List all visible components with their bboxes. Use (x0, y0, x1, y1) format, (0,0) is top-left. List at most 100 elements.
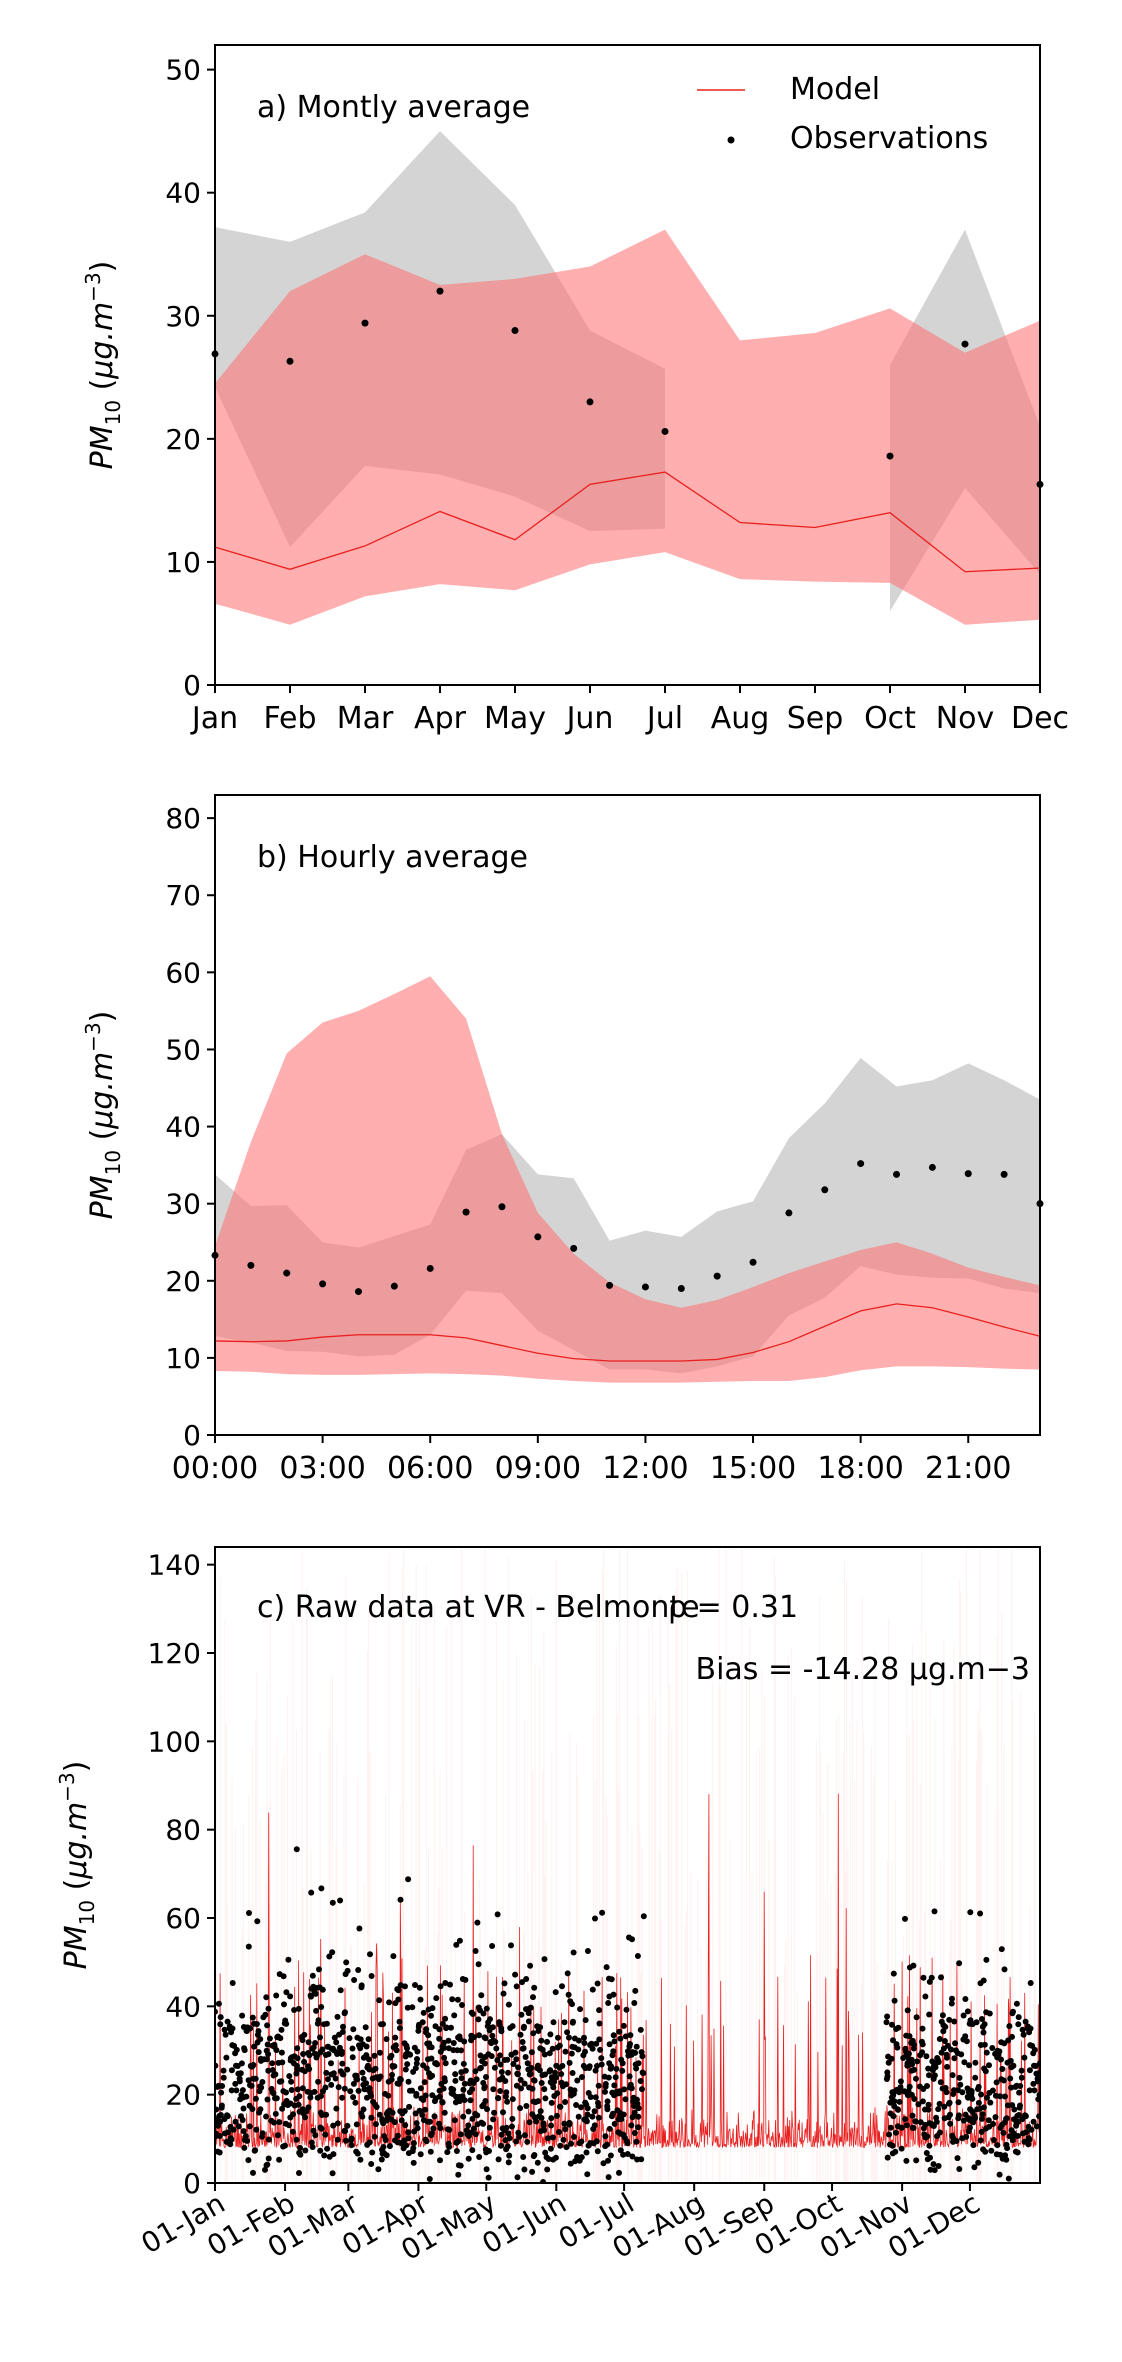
observation-point-c (369, 2149, 376, 2156)
observation-point-c (964, 2008, 971, 2015)
observation-point-c (592, 1915, 598, 1922)
observation-point-c (911, 2041, 917, 2048)
panel-label-c: c) Raw data at VR - Belmonte (257, 1590, 700, 1625)
observation-point-c (578, 2104, 584, 2111)
observation-point-c (584, 1948, 591, 1954)
observation-point-c (573, 2102, 580, 2108)
observation-point-c (1033, 2123, 1040, 2130)
observation-point-c (420, 2097, 427, 2103)
model-line-c (215, 1793, 1040, 2149)
axes-b: 0 10 20 30 40 50 60 70 80 00:00 03:00 06:00 09:00 12:… (165, 802, 1011, 1486)
observation-point-b (247, 1261, 255, 1269)
observation-point-c (582, 2048, 588, 2055)
observation-point-c (459, 2002, 465, 2008)
observation-point-c (562, 2126, 569, 2133)
x-tick-label-a: Aug (711, 701, 770, 736)
observation-point-c (476, 2154, 483, 2160)
observation-point-b (928, 1163, 936, 1171)
observation-point-c (563, 2144, 570, 2151)
observation-point-c (514, 2071, 521, 2078)
observation-point-c (956, 2166, 963, 2172)
observation-point-c (924, 2083, 930, 2089)
x-tick-label-b: 15:00 (710, 1451, 796, 1486)
observation-point-c (1030, 2118, 1037, 2125)
observation-point-c (217, 2014, 224, 2021)
observation-point-c (1006, 2023, 1013, 2030)
observation-point-c (451, 2012, 458, 2019)
observation-point-c (273, 1992, 280, 1999)
observation-point-c (539, 2046, 546, 2053)
observation-point-c (441, 2109, 448, 2116)
observation-point-c (263, 2056, 270, 2063)
observation-point-c (322, 2131, 329, 2138)
observation-point-c (443, 2024, 450, 2031)
observation-point-c (963, 2133, 970, 2140)
observation-point-c (442, 2060, 449, 2067)
observation-point-c (620, 2151, 627, 2158)
observation-point-c (983, 2049, 990, 2056)
y-tick-label-a: 40 (165, 177, 201, 210)
observation-point-c (1026, 2136, 1033, 2143)
observation-point-c (395, 1996, 402, 2003)
observation-point-c (996, 2171, 1003, 2178)
observation-point-c (895, 2106, 902, 2113)
observation-point-c (548, 2115, 555, 2122)
observation-point-c (465, 2155, 472, 2162)
observation-point-c (528, 2049, 535, 2056)
observation-point-c (992, 2114, 999, 2121)
observation-point-c (484, 2106, 490, 2113)
observation-point-c (510, 2061, 517, 2067)
observation-point-c (485, 2135, 491, 2142)
observation-point-c (363, 2043, 370, 2050)
observation-point-c (884, 2154, 891, 2161)
observation-point-c (522, 2054, 529, 2060)
observation-point-c (353, 2121, 360, 2128)
observation-point-b (570, 1244, 578, 1252)
observation-point-b (462, 1208, 470, 1216)
observation-point-c (366, 2139, 373, 2146)
observation-point-c (578, 2154, 585, 2161)
observation-point-c (498, 2131, 505, 2138)
observation-point-c (239, 2087, 246, 2094)
observation-point-c (220, 2067, 227, 2074)
observation-point-c (253, 2126, 260, 2133)
observation-point-c (575, 2046, 582, 2053)
observation-point-c (635, 2060, 642, 2067)
observation-point-c (392, 2042, 399, 2049)
observation-point-c (302, 2147, 309, 2154)
ylabel-c-exp: −3 (55, 1772, 79, 1801)
observation-point-c (1004, 2145, 1011, 2152)
observation-point-c (981, 2041, 988, 2048)
observation-point-c (923, 2053, 930, 2060)
observation-point-c (356, 1925, 363, 1932)
observation-point-c (633, 2065, 640, 2072)
observation-point-c (380, 2021, 386, 2028)
observation-point-c (318, 2125, 325, 2132)
observation-point-c (423, 2026, 430, 2033)
observation-point-c (349, 2045, 356, 2052)
observation-point-c (258, 2084, 265, 2091)
observation-point-c (265, 2136, 272, 2143)
observation-point-c (419, 2019, 426, 2026)
observation-point-c (245, 2077, 252, 2084)
observation-point-c (942, 2023, 949, 2030)
observation-point-c (629, 2114, 636, 2121)
y-tick-label-c: 0 (183, 2167, 201, 2200)
observation-point-c (571, 2087, 578, 2094)
observation-point-c (948, 2046, 954, 2053)
observation-point-c (509, 2023, 516, 2030)
observation-point-c (281, 2001, 287, 2008)
observation-point-c (1030, 2080, 1037, 2087)
observation-point-c (978, 2016, 985, 2022)
observation-point-c (527, 1962, 534, 1969)
bias-annotation-text: Bias = -14.28 μg.m−3 (696, 1652, 1031, 1687)
observation-point-c (389, 2071, 395, 2078)
observation-point-c (548, 2122, 555, 2129)
observation-point-c (555, 2034, 561, 2041)
observation-point-c (544, 2166, 551, 2173)
axes-frame-a (214, 44, 1041, 686)
observation-point-c (428, 2012, 434, 2019)
observation-point-c (629, 1936, 635, 1943)
observation-point-c (294, 2055, 301, 2062)
observation-point-c (549, 2134, 556, 2141)
